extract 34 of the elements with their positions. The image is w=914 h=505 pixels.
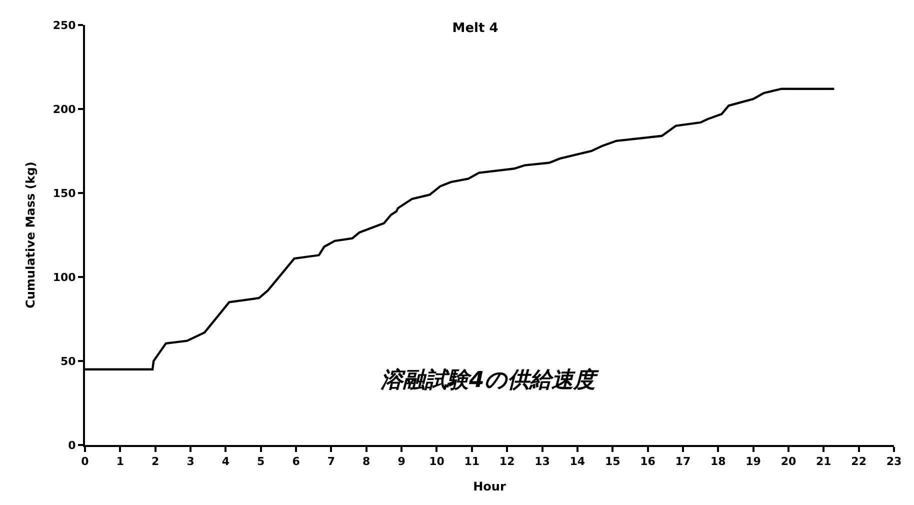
x-tick-label: 11: [464, 455, 480, 468]
x-tick-label: 0: [81, 455, 90, 468]
y-tick-label: 250: [52, 18, 76, 32]
x-tick-label: 1: [116, 455, 124, 468]
y-tick-label: 0: [68, 438, 76, 452]
y-tick-label: 100: [52, 270, 76, 284]
x-tick-label: 12: [499, 455, 515, 468]
x-tick-label: 3: [186, 455, 194, 468]
x-tick-label: 10: [429, 455, 445, 468]
chart-title: Melt 4: [452, 20, 498, 36]
annotation: 溶融試験4の供給速度: [380, 367, 600, 393]
x-tick-label: 22: [851, 455, 866, 468]
x-tick-label: 4: [222, 455, 230, 468]
y-tick-label: 50: [60, 354, 76, 368]
x-tick-label: 16: [640, 455, 656, 468]
x-tick-label: 7: [327, 455, 336, 468]
y-axis-title: Cumulative Mass (kg): [24, 162, 38, 308]
x-tick-label: 20: [780, 455, 796, 468]
x-tick-label: 19: [746, 455, 761, 468]
x-tick-label: 8: [362, 455, 370, 468]
x-tick-label: 9: [398, 455, 406, 468]
y-tick-label: 150: [52, 186, 76, 200]
x-tick-label: 13: [534, 455, 550, 468]
x-axis-title: Hour: [473, 480, 506, 494]
x-tick-label: 23: [886, 455, 902, 468]
x-tick-label: 5: [257, 455, 265, 468]
x-tick-label: 2: [152, 455, 160, 468]
x-tick-label: 14: [570, 455, 586, 468]
x-tick-label: 18: [710, 455, 726, 468]
x-tick-label: 15: [604, 455, 620, 468]
x-tick-label: 6: [292, 455, 300, 468]
x-tick-label: 17: [675, 455, 691, 468]
x-tick-label: 21: [816, 455, 832, 468]
y-tick-label: 200: [52, 102, 76, 116]
